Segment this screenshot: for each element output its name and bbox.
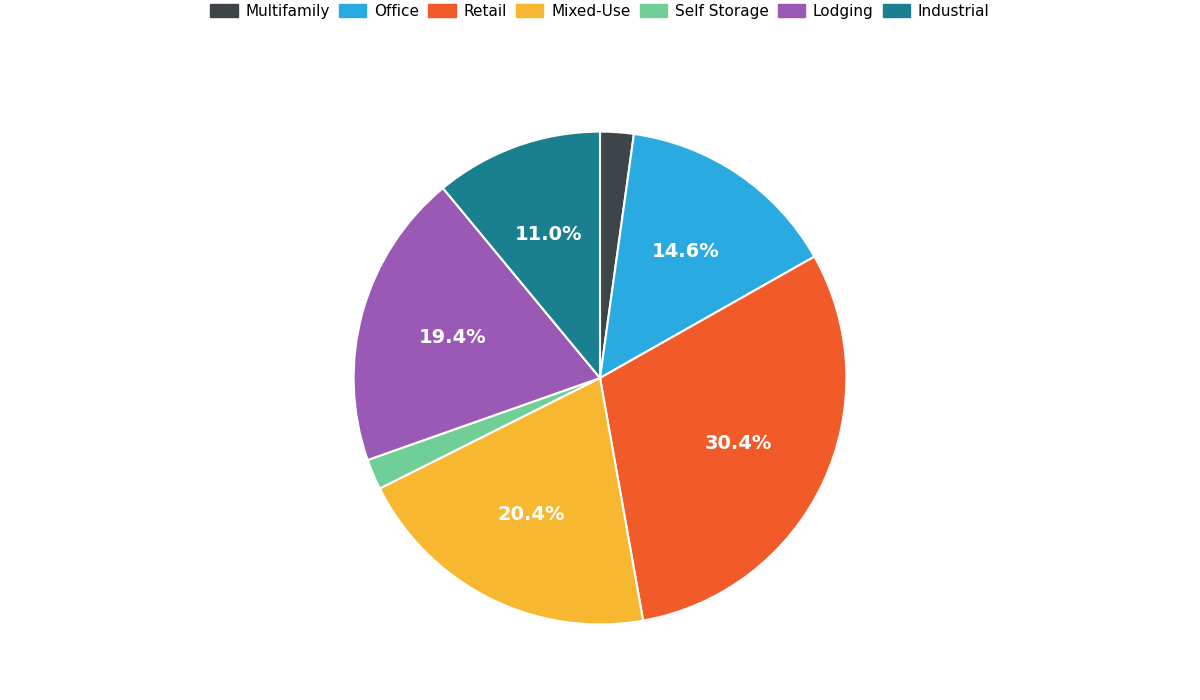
Text: 19.4%: 19.4% — [419, 328, 486, 346]
Wedge shape — [600, 134, 815, 378]
Text: 14.6%: 14.6% — [652, 242, 720, 261]
Text: 20.4%: 20.4% — [498, 505, 565, 524]
Text: 30.4%: 30.4% — [704, 433, 772, 452]
Wedge shape — [600, 257, 846, 621]
Text: 11.0%: 11.0% — [515, 225, 582, 244]
Wedge shape — [354, 188, 600, 460]
Wedge shape — [367, 378, 600, 489]
Wedge shape — [443, 132, 600, 378]
Wedge shape — [600, 132, 634, 378]
Legend: Multifamily, Office, Retail, Mixed-Use, Self Storage, Lodging, Industrial: Multifamily, Office, Retail, Mixed-Use, … — [204, 0, 996, 25]
Wedge shape — [379, 378, 643, 624]
